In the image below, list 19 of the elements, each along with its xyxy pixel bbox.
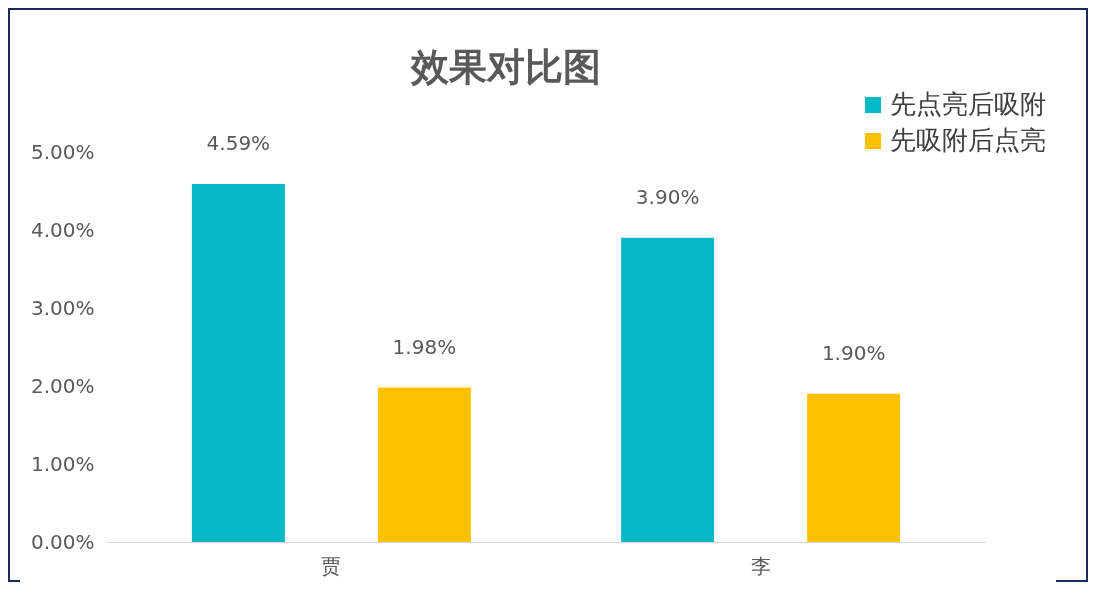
y-tick-label: 4.00% xyxy=(30,217,95,242)
y-tick-label: 2.00% xyxy=(30,373,95,398)
x-tick-label: 贾 xyxy=(321,553,342,578)
y-tick-label: 1.00% xyxy=(30,451,95,476)
data-label: 3.90% xyxy=(635,184,700,209)
y-tick-label: 3.00% xyxy=(30,295,95,320)
bar xyxy=(621,237,715,542)
chart-title: 效果对比图 xyxy=(410,45,601,89)
legend-label: 先点亮后吸附 xyxy=(890,89,1046,119)
y-tick-label: 0.00% xyxy=(30,529,95,554)
y-tick-label: 5.00% xyxy=(30,139,95,164)
bar xyxy=(377,387,471,542)
data-label: 1.90% xyxy=(821,340,886,365)
data-label: 4.59% xyxy=(206,130,271,155)
x-tick-label: 李 xyxy=(750,553,771,578)
bar xyxy=(807,393,901,542)
legend-label: 先吸附后点亮 xyxy=(890,125,1046,155)
data-label: 1.98% xyxy=(392,334,457,359)
bar xyxy=(191,183,285,542)
